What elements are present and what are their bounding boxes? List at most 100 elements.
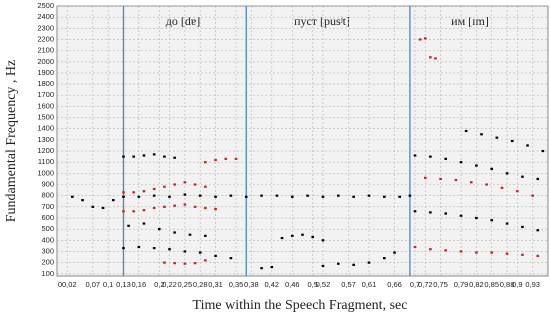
pitch-point [183, 250, 187, 253]
x-tick-label: 0,61 [362, 280, 377, 289]
pitch-point [122, 195, 125, 198]
pitch-point [260, 267, 263, 270]
y-tick-label: 400 [41, 235, 54, 244]
pitch-point [423, 176, 427, 179]
y-tick-label: 1700 [37, 90, 54, 99]
pitch-point [198, 194, 202, 197]
pitch-point [204, 185, 207, 188]
x-tick-label: 0,82 [469, 280, 484, 289]
pitch-point [173, 156, 176, 159]
pitch-point [429, 155, 432, 158]
x-tick-label: 0,7 [410, 280, 420, 289]
pitch-point [505, 252, 509, 255]
pitch-point [198, 251, 202, 254]
pitch-point [229, 194, 233, 197]
pitch-point [260, 194, 263, 197]
x-tick-label: 0,75 [433, 280, 448, 289]
pitch-point [408, 194, 412, 197]
pitch-point [204, 206, 207, 210]
pitch-point [183, 193, 187, 196]
y-tick-label: 900 [41, 179, 54, 188]
x-axis-title: Time within the Speech Fragment, sec [193, 298, 408, 313]
pitch-point [204, 234, 207, 237]
x-tick-label: 0,5 [308, 280, 318, 289]
pitch-point [173, 262, 176, 265]
x-tick-label: 0,93 [525, 280, 540, 289]
pitch-point [321, 239, 325, 242]
pitch-point [193, 205, 197, 208]
x-tick-label: 0,72 [418, 280, 433, 289]
pitch-point [229, 257, 233, 260]
pitch-point [137, 195, 141, 198]
pitch-point [142, 209, 146, 212]
pitch-point [521, 175, 524, 178]
pitch-point [127, 224, 130, 227]
pitch-point [429, 211, 432, 214]
x-tick-label: 0,85 [484, 280, 499, 289]
pitch-point [137, 245, 141, 249]
pitch-point [490, 219, 494, 222]
y-tick-label: 700 [41, 202, 54, 211]
pitch-point [81, 199, 84, 202]
pitch-point [337, 194, 340, 197]
y-tick-label: 2500 [37, 1, 54, 10]
pitch-point [413, 210, 417, 213]
pitch-point [536, 254, 540, 258]
x-tick-label: 0,28 [193, 280, 208, 289]
pitch-point [224, 157, 228, 160]
x-tick-label: 0,79 [454, 280, 469, 289]
pitch-point [132, 191, 136, 194]
pitch-point [510, 139, 514, 143]
pitch-point [475, 251, 478, 254]
pitch-point [142, 190, 146, 193]
pitch-point [152, 206, 156, 210]
x-tick-label: 0,25 [178, 280, 193, 289]
pitch-point [132, 210, 136, 213]
pitch-point [301, 233, 304, 236]
x-tick-label: 0,07 [85, 280, 100, 289]
pitch-point [280, 236, 284, 240]
pitch-point [214, 158, 217, 162]
y-axis-title: Fundamental Frequency , Hz [4, 60, 19, 223]
pitch-point [214, 195, 217, 198]
pitch-point [505, 172, 509, 175]
y-tick-label: 1000 [37, 168, 54, 177]
pitch-point [531, 194, 534, 197]
x-tick-label: 0,52 [316, 280, 331, 289]
y-tick-label: 1400 [37, 124, 54, 133]
pitch-point [500, 186, 504, 189]
pitch-point [234, 157, 238, 160]
x-tick-label: 0,46 [285, 280, 300, 289]
pitch-point [321, 195, 325, 198]
pitch-point [464, 129, 468, 133]
pitch-point [173, 231, 176, 234]
pitch-point [152, 187, 156, 191]
y-tick-label: 1200 [37, 146, 54, 155]
pitch-point [142, 222, 146, 225]
pitch-point [444, 212, 448, 215]
pitch-point [521, 225, 524, 229]
pitch-point [352, 263, 355, 266]
y-tick-label: 1800 [37, 79, 54, 88]
y-tick-label: 2100 [37, 46, 54, 55]
y-tick-label: 2000 [37, 57, 54, 66]
pitch-point [352, 195, 355, 198]
y-tick-label: 600 [41, 213, 54, 222]
y-tick-label: 800 [41, 191, 54, 200]
y-tick-label: 1500 [37, 113, 54, 122]
pitch-point [367, 261, 371, 264]
pitch-point [321, 264, 325, 268]
pitch-point [367, 194, 371, 197]
pitch-point [444, 157, 448, 160]
x-tick-label: 0,13 [116, 280, 131, 289]
x-tick-label: 0,38 [244, 280, 259, 289]
pitch-point [214, 254, 217, 258]
segment-label: им [ɪm] [451, 14, 489, 28]
pitch-point [163, 185, 166, 188]
pitch-point [193, 262, 197, 265]
pitch-point [459, 250, 463, 253]
pitch-point [393, 251, 396, 254]
pitch-point [434, 57, 437, 60]
y-tick-label: 2200 [37, 34, 54, 43]
y-tick-label: 100 [41, 269, 54, 278]
